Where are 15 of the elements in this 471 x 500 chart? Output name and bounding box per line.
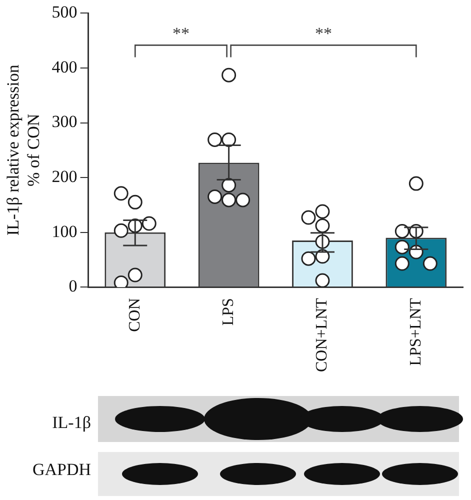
y-tick-label: 0 xyxy=(68,276,78,296)
x-tick-label: LPS+LNT xyxy=(407,298,424,366)
y-tick-label: 300 xyxy=(52,112,78,132)
annotation: ** xyxy=(172,24,190,44)
y-tick-label: 400 xyxy=(52,57,78,76)
annotation: ** xyxy=(314,24,332,44)
text: IL-1β xyxy=(52,413,91,433)
y-tick-label: 100 xyxy=(52,222,78,241)
x-tick-label: CON+LNT xyxy=(314,298,331,372)
x-tick-label: LPS xyxy=(220,298,238,326)
y-tick-label: 500 xyxy=(52,2,78,22)
y-axis-title: IL-1β relative expression % of CON xyxy=(4,64,44,236)
x-tick-label: CON xyxy=(126,298,144,332)
y-tick-label: 200 xyxy=(52,167,78,186)
text: GAPDH xyxy=(32,460,91,480)
